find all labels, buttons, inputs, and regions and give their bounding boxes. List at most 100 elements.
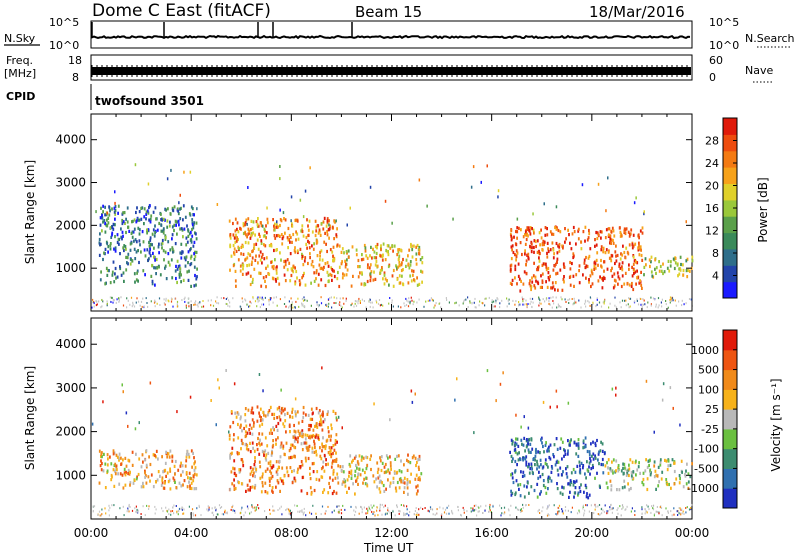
data-cell [275,460,278,464]
data-cell [144,458,146,462]
data-cell [297,237,300,241]
data-cell [326,270,329,274]
data-cell [538,302,541,304]
data-cell [610,488,613,492]
data-cell [333,237,335,241]
data-cell [104,247,107,251]
data-cell [619,226,621,230]
data-cell [406,481,409,485]
data-cell [175,276,177,281]
data-cell [250,228,252,232]
data-cell [193,265,196,269]
data-cell [545,280,547,284]
data-cell [189,484,191,488]
data-cell [597,182,600,186]
data-cell [315,277,317,281]
data-cell [319,233,322,237]
data-cell [394,514,396,517]
data-cell [670,260,672,264]
data-cell [683,303,685,306]
data-cell [235,249,238,253]
data-cell [665,478,668,482]
data-cell [175,486,178,490]
data-cell [581,183,584,187]
data-cell [294,280,297,284]
data-cell [323,445,325,449]
data-cell [469,300,471,303]
data-cell [111,225,113,229]
data-cell [336,277,339,281]
data-cell [397,250,400,254]
data-cell [237,412,240,416]
data-cell [645,510,647,513]
data-cell [639,229,642,233]
data-cell [305,441,308,445]
data-cell [229,305,231,308]
data-cell [160,212,162,216]
data-cell [155,508,157,511]
data-cell [287,246,289,250]
data-cell [392,284,395,288]
data-cell [561,298,563,301]
data-cell [261,475,264,479]
data-cell [286,268,289,272]
data-cell [600,305,603,308]
data-cell [499,306,501,309]
data-cell [611,226,614,230]
data-cell [552,232,555,236]
data-cell [114,246,117,250]
data-cell [679,507,681,510]
data-cell [225,369,227,372]
data-cell [354,510,357,513]
data-cell [180,206,182,210]
data-cell [562,246,564,250]
data-cell [337,270,339,275]
data-cell [538,231,541,235]
data-cell [320,249,323,253]
data-cell [577,493,579,497]
data-cell [601,449,604,453]
data-cell [607,250,610,254]
data-cell [541,285,543,289]
data-cell [563,265,566,269]
data-cell [368,505,370,508]
data-cell [286,236,289,240]
data-cell [600,462,603,467]
data-cell [170,297,173,300]
data-cell [296,410,299,414]
colorbar-tick-label: 16 [705,202,719,215]
data-cell [251,226,254,231]
data-cell [118,299,120,302]
data-cell [654,267,656,271]
data-cell [268,303,270,306]
data-cell [592,440,594,444]
data-cell [114,462,117,466]
data-cell [176,305,178,308]
data-cell [509,514,511,517]
data-cell [610,241,613,245]
data-cell [189,486,191,490]
data-cell [489,509,491,512]
data-cell [631,281,633,286]
data-cell [431,298,433,301]
data-cell [523,303,525,306]
data-cell [189,248,191,252]
data-cell [260,442,263,446]
data-cell [538,249,540,253]
data-cell [363,477,365,481]
data-cell [127,468,130,472]
data-cell [308,423,310,428]
data-cell [144,254,147,258]
data-cell [326,230,328,234]
data-cell [544,485,547,490]
data-cell [333,489,335,494]
data-cell [552,453,555,457]
data-cell [515,437,517,441]
data-cell [398,248,401,252]
data-cell [268,479,271,483]
data-cell [536,250,539,254]
data-cell [569,241,571,245]
data-cell [582,466,584,470]
data-cell [114,235,116,239]
data-cell [233,252,236,256]
